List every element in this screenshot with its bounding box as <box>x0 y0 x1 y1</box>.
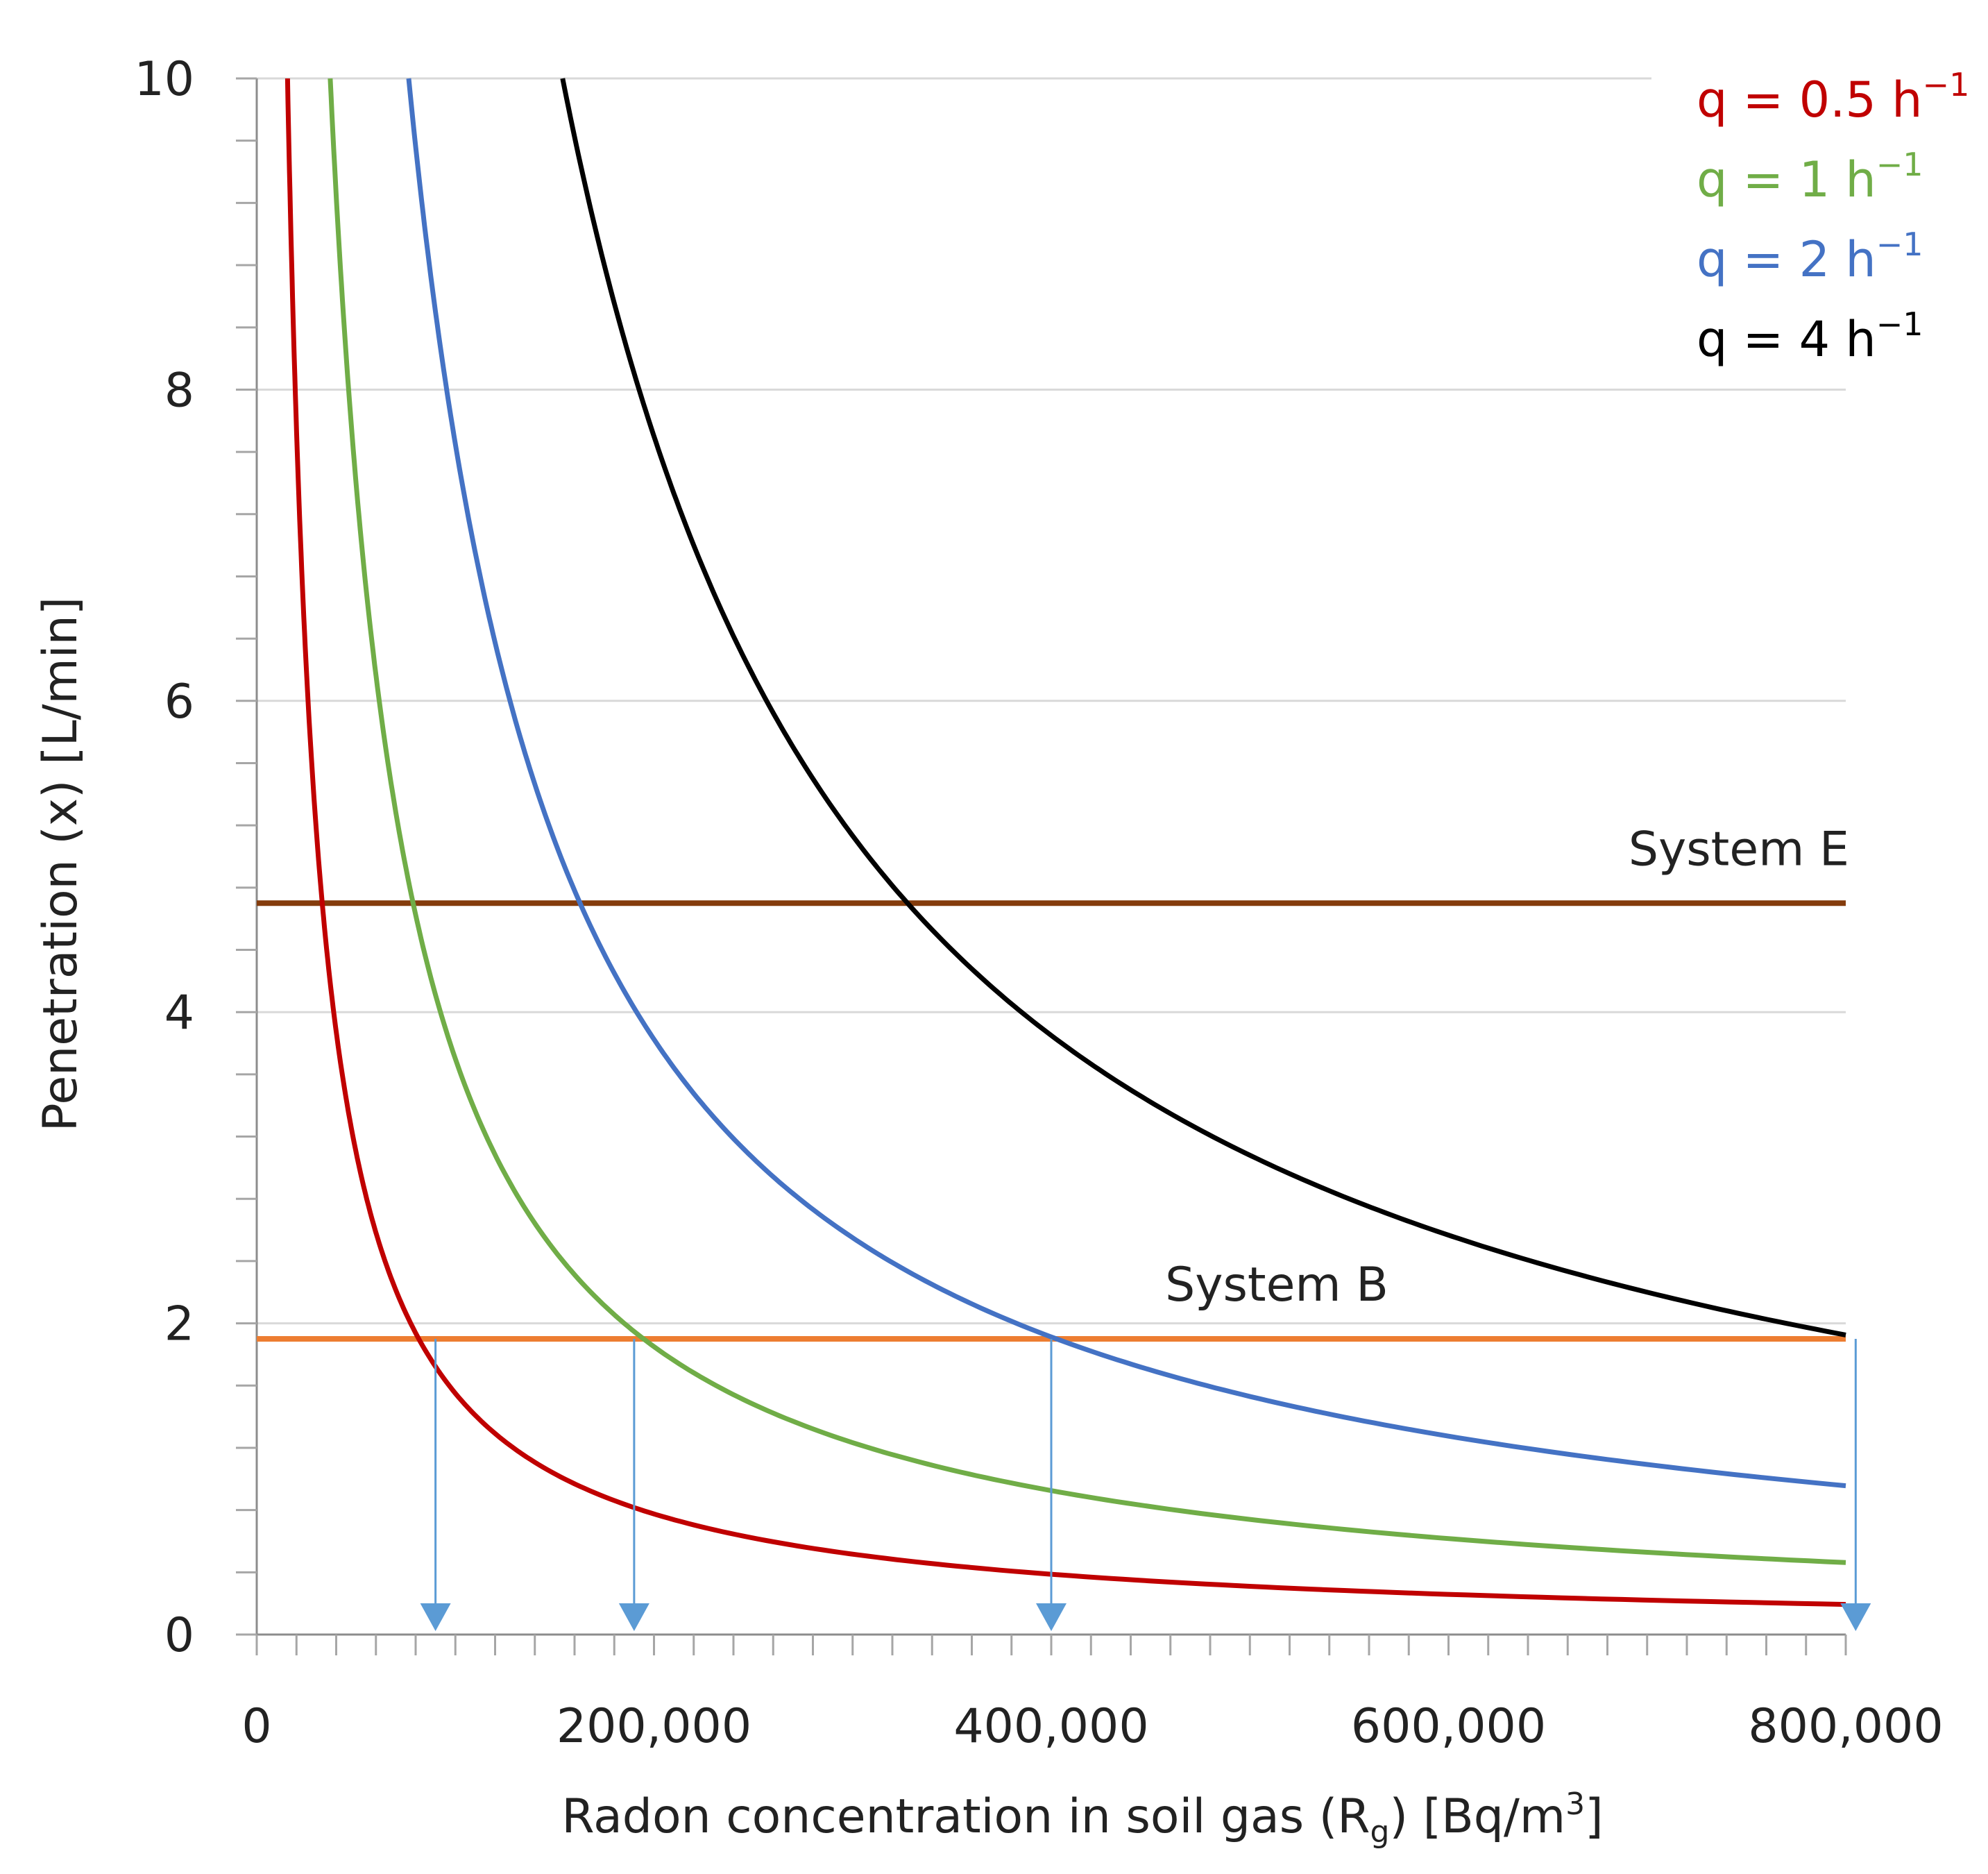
series-line-4 <box>560 78 1846 1337</box>
legend-entry-2: q = 1 h−1 <box>1697 146 1923 208</box>
drop-arrow-head <box>1036 1603 1067 1631</box>
y-axis-title: Penetration (x) [L/min] <box>33 597 88 1132</box>
x-tick-label: 200,000 <box>557 1699 751 1754</box>
legend-entry-4: q = 4 h−1 <box>1697 305 1923 368</box>
legend-entry-1: q = 0.5 h−1 <box>1697 66 1969 128</box>
drop-arrow-head <box>1840 1603 1871 1631</box>
y-tick-label: 8 <box>164 363 194 418</box>
y-tick-label: 2 <box>164 1297 194 1352</box>
series-line-2 <box>328 78 1846 1565</box>
tick-labels: 0 2 4 6 8 10 0 200,000 400,000 600,000 800,000 <box>134 52 1943 1754</box>
system-b-label: System B <box>1165 1258 1388 1312</box>
reference-lines: System E System B <box>257 822 1849 1342</box>
legend: q = 0.5 h−1 q = 1 h−1 q = 2 h−1 q = 4 h−1 <box>1697 66 1969 368</box>
legend-entry-3: q = 2 h−1 <box>1697 226 1923 288</box>
drop-arrow-head <box>618 1603 649 1631</box>
x-tick-label: 0 <box>241 1699 271 1754</box>
series-lines <box>284 78 1846 1607</box>
system-e-label: System E <box>1629 822 1849 877</box>
series-line-3 <box>406 78 1846 1489</box>
drop-arrow-head <box>420 1603 451 1631</box>
x-tick-label: 800,000 <box>1748 1699 1943 1754</box>
y-tick-label: 4 <box>164 986 194 1040</box>
y-tick-label: 0 <box>164 1608 194 1663</box>
series-line-1 <box>284 78 1846 1607</box>
axes <box>236 77 1847 1655</box>
gridlines <box>257 77 1846 1325</box>
x-axis-title: Radon concentration in soil gas (Rg) [Bq… <box>561 1787 1603 1850</box>
y-tick-label: 6 <box>164 675 194 729</box>
x-tick-label: 400,000 <box>953 1699 1148 1754</box>
x-tick-label: 600,000 <box>1351 1699 1546 1754</box>
drop-arrows <box>420 1339 1871 1631</box>
y-tick-label: 10 <box>134 52 194 107</box>
